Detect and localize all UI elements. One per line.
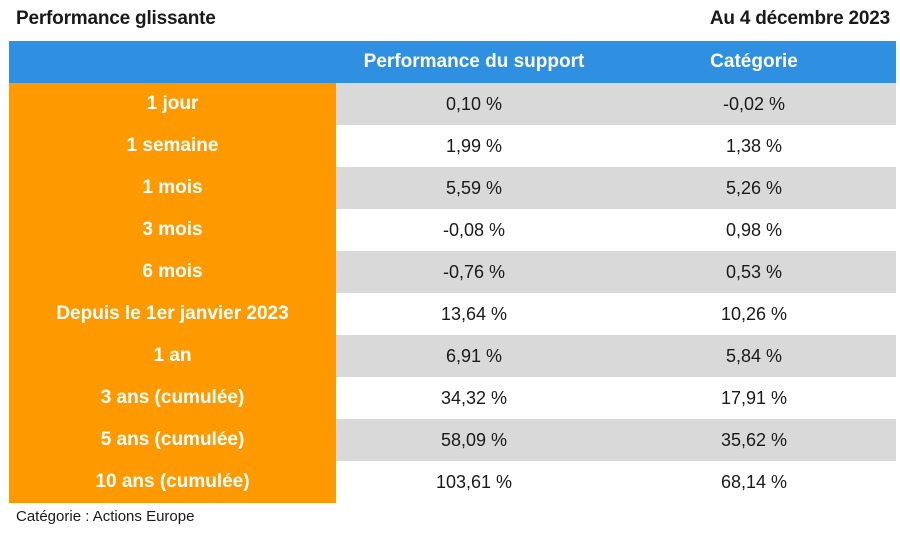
table-row: 1 an 6,91 % 5,84 % <box>9 335 896 377</box>
table-body: 1 jour 0,10 % -0,02 % 1 semaine 1,99 % 1,38 %… <box>9 83 896 503</box>
column-header-support: Performance du support <box>336 41 612 83</box>
period-label: 1 mois <box>9 167 336 209</box>
support-performance-value: -0,08 % <box>336 209 612 251</box>
column-header-category: Catégorie <box>612 41 896 83</box>
category-performance-value: 5,84 % <box>612 335 896 377</box>
support-performance-value: 34,32 % <box>336 377 612 419</box>
support-performance-value: 5,59 % <box>336 167 612 209</box>
period-label: 1 jour <box>9 83 336 125</box>
category-performance-value: -0,02 % <box>612 83 896 125</box>
table-row: 10 ans (cumulée) 103,61 % 68,14 % <box>9 461 896 503</box>
period-label: 10 ans (cumulée) <box>9 461 336 503</box>
category-performance-value: 0,98 % <box>612 209 896 251</box>
category-performance-value: 0,53 % <box>612 251 896 293</box>
table-header-row: Performance du support Catégorie <box>9 41 896 83</box>
table-row: 1 jour 0,10 % -0,02 % <box>9 83 896 125</box>
period-label: 3 ans (cumulée) <box>9 377 336 419</box>
table-row: Depuis le 1er janvier 2023 13,64 % 10,26 % <box>9 293 896 335</box>
page-title: Performance glissante <box>16 8 216 29</box>
performance-table: Performance du support Catégorie 1 jour 0… <box>9 41 896 503</box>
support-performance-value: 0,10 % <box>336 83 612 125</box>
support-performance-value: 1,99 % <box>336 125 612 167</box>
category-performance-value: 5,26 % <box>612 167 896 209</box>
period-label: 1 an <box>9 335 336 377</box>
period-label: 5 ans (cumulée) <box>9 419 336 461</box>
period-label: Depuis le 1er janvier 2023 <box>9 293 336 335</box>
support-performance-value: 13,64 % <box>336 293 612 335</box>
support-performance-value: 6,91 % <box>336 335 612 377</box>
table-row: 3 mois -0,08 % 0,98 % <box>9 209 896 251</box>
column-header-period <box>9 41 336 83</box>
category-performance-value: 35,62 % <box>612 419 896 461</box>
header: Performance glissante Au 4 décembre 2023 <box>16 8 894 34</box>
period-label: 3 mois <box>9 209 336 251</box>
category-performance-value: 1,38 % <box>612 125 896 167</box>
as-of-date: Au 4 décembre 2023 <box>709 8 890 29</box>
support-performance-value: 103,61 % <box>336 461 612 503</box>
footnote: Catégorie : Actions Europe <box>16 508 195 525</box>
category-performance-value: 68,14 % <box>612 461 896 503</box>
support-performance-value: 58,09 % <box>336 419 612 461</box>
table-row: 6 mois -0,76 % 0,53 % <box>9 251 896 293</box>
category-performance-value: 10,26 % <box>612 293 896 335</box>
table-row: 1 mois 5,59 % 5,26 % <box>9 167 896 209</box>
support-performance-value: -0,76 % <box>336 251 612 293</box>
table-row: 1 semaine 1,99 % 1,38 % <box>9 125 896 167</box>
table-row: 3 ans (cumulée) 34,32 % 17,91 % <box>9 377 896 419</box>
table-row: 5 ans (cumulée) 58,09 % 35,62 % <box>9 419 896 461</box>
period-label: 1 semaine <box>9 125 336 167</box>
category-performance-value: 17,91 % <box>612 377 896 419</box>
period-label: 6 mois <box>9 251 336 293</box>
